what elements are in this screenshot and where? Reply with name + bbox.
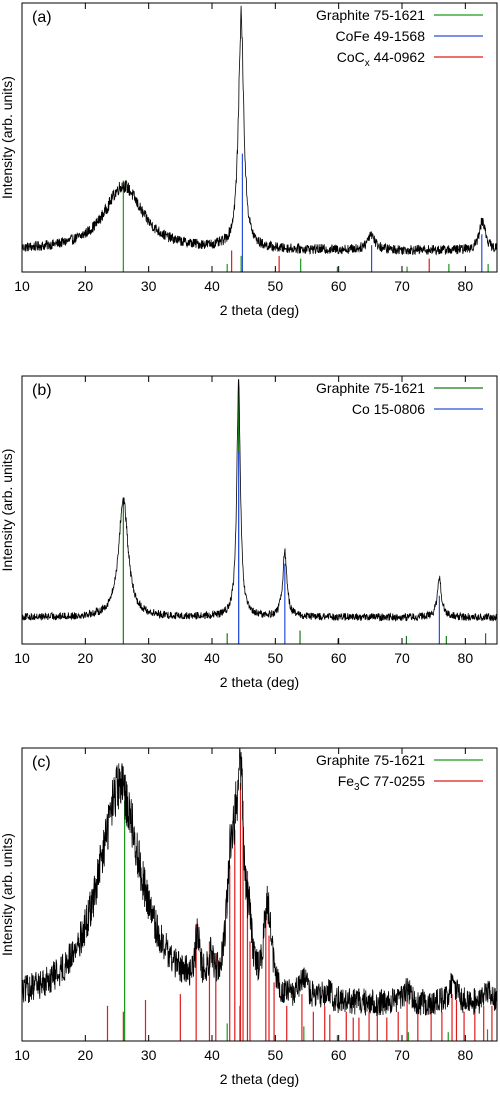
x-tick-label: 80 xyxy=(458,278,474,294)
x-tick-label: 20 xyxy=(78,278,94,294)
x-tick-label: 10 xyxy=(14,650,30,666)
legend-label: Fe3C 77-0255 xyxy=(338,773,425,793)
y-axis-label: Intensity (arb. units) xyxy=(0,76,15,199)
legend-label: CoFe 49-1568 xyxy=(335,28,425,44)
legend: Graphite 75-1621 Co 15-0806 xyxy=(316,380,483,417)
x-tick-label: 10 xyxy=(14,278,30,294)
x-tick-label: 40 xyxy=(204,1047,220,1063)
legend-label: Graphite 75-1621 xyxy=(316,380,425,396)
panel-2: 10 20 30 40 50 60 70 80 2 theta (deg) Intensity (… xyxy=(0,375,498,690)
x-tick-label: 60 xyxy=(331,278,347,294)
panel-label: (a) xyxy=(32,9,52,26)
x-tick-label: 10 xyxy=(14,1047,30,1063)
plot-frame xyxy=(21,375,498,645)
x-tick-label: 70 xyxy=(394,1047,410,1063)
reference-lines xyxy=(106,783,493,1041)
x-tick-label: 30 xyxy=(141,650,157,666)
legend-label: Co 15-0806 xyxy=(352,401,425,417)
x-tick-label: 50 xyxy=(268,278,284,294)
x-tick-label: 30 xyxy=(141,278,157,294)
x-axis-label: 2 theta (deg) xyxy=(220,674,299,690)
x-tick-label: 30 xyxy=(141,1047,157,1063)
plot-frame xyxy=(21,747,498,1042)
legend: Graphite 75-1621 Fe3C 77-0255 xyxy=(316,752,483,793)
x-tick-label: 50 xyxy=(268,650,284,666)
reference-lines xyxy=(122,386,487,644)
x-axis-label: 2 theta (deg) xyxy=(220,1071,299,1087)
x-tick-label: 70 xyxy=(394,278,410,294)
x-tick-label: 20 xyxy=(78,650,94,666)
panel-1: 10 20 30 40 50 60 70 80 2 theta (deg) Intensity (… xyxy=(0,2,498,318)
x-tick-label: 70 xyxy=(394,650,410,666)
y-axis-label: Intensity (arb. units) xyxy=(0,833,15,956)
y-axis-label: Intensity (arb. units) xyxy=(0,449,15,572)
x-axis-label: 2 theta (deg) xyxy=(220,302,299,318)
x-tick-label: 80 xyxy=(458,1047,474,1063)
x-tick-label: 60 xyxy=(331,650,347,666)
panel-3: 10 20 30 40 50 60 70 80 2 theta (deg) Intensity (… xyxy=(0,747,498,1087)
x-tick-label: 40 xyxy=(204,278,220,294)
x-tick-label: 50 xyxy=(268,1047,284,1063)
diffraction-pattern-line xyxy=(22,748,497,1016)
legend-label: Graphite 75-1621 xyxy=(316,752,425,768)
diffraction-pattern-line xyxy=(22,5,497,256)
diffraction-pattern-line xyxy=(22,378,497,622)
x-tick-label: 60 xyxy=(331,1047,347,1063)
x-tick-label: 80 xyxy=(458,650,474,666)
x-tick-label: 40 xyxy=(204,650,220,666)
panel-label: (c) xyxy=(32,754,51,771)
x-tick-label: 20 xyxy=(78,1047,94,1063)
legend-label: CoCx 44-0962 xyxy=(337,49,425,69)
plot-frame xyxy=(21,2,498,273)
reference-lines xyxy=(122,153,489,272)
legend-label: Graphite 75-1621 xyxy=(316,7,425,23)
legend: Graphite 75-1621 CoFe 49-1568 CoCx 44-0962 xyxy=(316,7,483,69)
panel-label: (b) xyxy=(32,382,52,399)
